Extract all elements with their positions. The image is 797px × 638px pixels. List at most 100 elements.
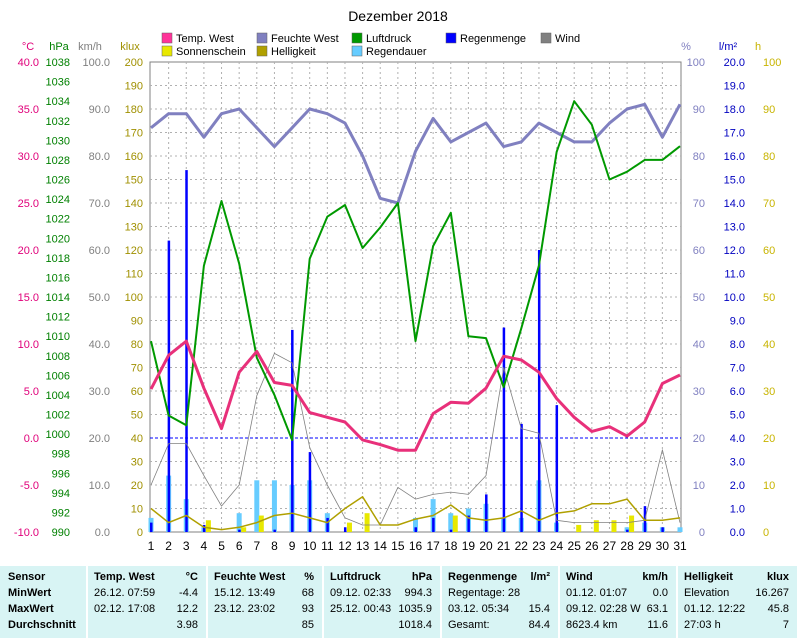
light-tick-label: 30 [131, 457, 143, 469]
rain-tick-label: 0.0 [730, 527, 745, 539]
wind-avg: 11.6 [647, 619, 668, 631]
pressure-tick-label: 1012 [46, 312, 70, 324]
wind-line [150, 352, 681, 526]
temp-tick-label: 30.0 [18, 151, 39, 163]
x-tick-label: 25 [568, 539, 582, 553]
legend-label: Luftdruck [366, 33, 412, 45]
x-tick-label: 28 [620, 539, 634, 553]
rain-duration-bar [413, 517, 418, 532]
temp-max-time: 02.12. 17:08 [94, 603, 156, 615]
pressure-tick-label: 1024 [46, 194, 70, 206]
legend-label: Helligkeit [271, 46, 316, 58]
temp-tick-label: 5.0 [24, 386, 39, 398]
temp-tick-label: -5.0 [20, 480, 39, 492]
rain-tick-label: 18.0 [724, 104, 745, 116]
line-series [149, 100, 682, 531]
temp-tick-label: 25.0 [18, 198, 39, 210]
temp-tick-label: 35.0 [18, 104, 39, 116]
rain-duration-bar [448, 513, 454, 532]
light-tick-label: 140 [125, 198, 143, 210]
sunshine-bar [576, 524, 582, 532]
rain-title: Regenmenge [448, 571, 518, 583]
humidity-avg: 85 [301, 619, 314, 631]
pressure-line [150, 100, 681, 441]
humidity-min-time: 15.12. 13:49 [214, 587, 276, 599]
rain-amount-bar [626, 529, 629, 532]
x-tick-label: 10 [303, 539, 317, 553]
x-tick-label: 5 [218, 539, 225, 553]
humidity-tick-label: 70 [693, 198, 705, 210]
light-tick-label: 70 [131, 363, 143, 375]
light-unit-label: klux [120, 41, 140, 53]
humidity-unit-label: % [681, 41, 691, 53]
rain-amount-bar [308, 452, 312, 532]
humidity-tick-label: 100 [687, 57, 705, 69]
rain-unit: l/m² [530, 571, 550, 583]
temp-max: 12.2 [176, 603, 198, 615]
humidity-title: Feuchte West [214, 571, 286, 583]
x-tick-label: 20 [479, 539, 493, 553]
sunshine-bar [593, 520, 599, 532]
rain-amount-bar [555, 405, 559, 532]
pressure-tick-label: 1008 [46, 351, 70, 363]
pressure-min-time: 09.12. 02:33 [330, 587, 392, 599]
sunshine-bar [241, 527, 247, 532]
humidity-tick-label: 10 [693, 480, 705, 492]
legend-label: Sonnenschein [176, 46, 246, 58]
legend-label: Regendauer [366, 46, 427, 58]
pressure-tick-label: 1018 [46, 253, 70, 265]
rain-duration-bar [254, 480, 260, 532]
wind-tick-label: 50.0 [89, 292, 110, 304]
x-tick-label: 18 [444, 539, 458, 553]
grid-lines [150, 62, 681, 532]
sunshine-bar [629, 515, 635, 532]
label-min: MinWert [8, 587, 52, 599]
rain-tick-label: 4.0 [730, 433, 745, 445]
pressure-tick-label: 1034 [46, 96, 70, 108]
rain-tick-label: 10.0 [724, 292, 745, 304]
x-tick-label: 29 [638, 539, 652, 553]
humidity-max-time: 23.12. 23:02 [214, 603, 276, 615]
rain-total-label: Gesamt: [448, 619, 490, 631]
pressure-tick-label: 1016 [46, 272, 70, 284]
wind-tick-label: 80.0 [89, 151, 110, 163]
rain-total: 84.4 [528, 619, 550, 631]
light-avg: 7 [782, 619, 789, 631]
x-axis-labels: 1 2 3 4 5 6 7 8 9 10 11 12 13 14 15 16 17 18 19 20 21 22 23 24 2… [148, 539, 687, 553]
label-sensor: Sensor [8, 571, 46, 583]
label-max: MaxWert [8, 603, 54, 615]
rain-amount-bar [273, 529, 276, 532]
light-elevation-label: Elevation [684, 587, 730, 599]
x-tick-label: 31 [673, 539, 687, 553]
humidity-unit: % [304, 571, 314, 583]
x-tick-label: 27 [603, 539, 617, 553]
wind-tick-label: 60.0 [89, 245, 110, 257]
rain-tick-label: 12.0 [724, 245, 745, 257]
chart-title: Dezember 2018 [348, 8, 448, 24]
legend-swatch [161, 32, 173, 44]
pressure-tick-label: 998 [52, 449, 70, 461]
x-tick-label: 30 [656, 539, 670, 553]
light-tick-label: 130 [125, 222, 143, 234]
pressure-tick-label: 1010 [46, 331, 70, 343]
rain-amount-bar [449, 529, 453, 532]
humidity-tick-label: 60 [693, 245, 705, 257]
light-duration: 27:03 h [684, 619, 721, 631]
humidity-tick-label: 40 [693, 339, 705, 351]
rain-tick-label: 13.0 [724, 222, 745, 234]
humidity-max: 93 [301, 603, 314, 615]
x-tick-label: 9 [289, 539, 296, 553]
pressure-tick-label: 1002 [46, 410, 70, 422]
statistics-table: Sensor MinWert MaxWert Durchschnitt Temp… [0, 566, 797, 638]
legend-swatch [351, 45, 363, 57]
pressure-tick-label: 1026 [46, 175, 70, 187]
x-tick-label: 26 [585, 539, 599, 553]
legend-label: Regenmenge [460, 33, 526, 45]
rain-tick-label: 15.0 [724, 175, 745, 187]
rain-stats: Regenmenge l/m² Regentage: 28 03.12. 05:3… [442, 566, 558, 638]
rain-amount-bar [467, 515, 470, 532]
temp-unit: °C [185, 571, 198, 583]
pressure-tick-label: 1014 [46, 292, 70, 304]
rain-tick-label: 5.0 [730, 410, 745, 422]
pressure-max: 1035.9 [398, 603, 432, 615]
